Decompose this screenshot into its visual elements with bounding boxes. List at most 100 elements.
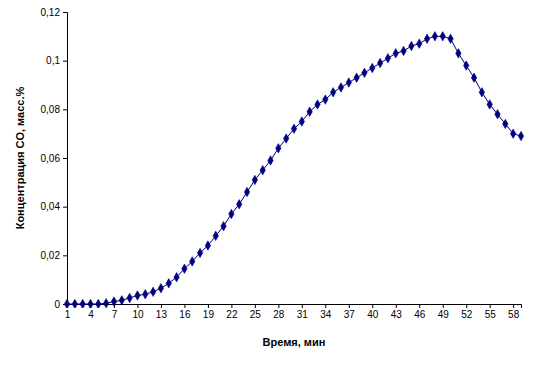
tick-label: 19 xyxy=(203,309,215,320)
tick-mark xyxy=(63,207,67,208)
tick-mark xyxy=(443,304,444,308)
data-point xyxy=(88,299,93,308)
tick-label: 40 xyxy=(367,309,379,320)
tick-label: 25 xyxy=(250,309,262,320)
x-tick: 43 xyxy=(391,304,403,320)
tick-mark xyxy=(231,304,232,308)
data-point xyxy=(127,293,132,302)
data-point xyxy=(72,299,77,308)
tick-mark xyxy=(63,61,67,62)
data-point xyxy=(385,53,390,62)
x-tick: 22 xyxy=(226,304,238,320)
tick-mark xyxy=(302,304,303,308)
data-point xyxy=(268,156,273,165)
tick-label: 0 xyxy=(54,299,60,310)
data-point xyxy=(377,58,382,67)
tick-mark xyxy=(208,304,209,308)
tick-label: 0,02 xyxy=(41,250,61,261)
y-tick: 0,04 xyxy=(41,201,67,212)
data-point xyxy=(479,88,484,97)
x-tick: 37 xyxy=(344,304,356,320)
tick-mark xyxy=(63,109,67,110)
tick-mark xyxy=(278,304,279,308)
x-tick: 10 xyxy=(132,304,144,320)
tick-label: 34 xyxy=(320,309,332,320)
data-point xyxy=(135,291,140,300)
y-tick: 0,06 xyxy=(41,153,67,164)
tick-label: 43 xyxy=(391,309,403,320)
x-tick: 55 xyxy=(485,304,497,320)
x-axis: 1471013161922252831343740434649525558 xyxy=(65,304,522,320)
x-tick: 25 xyxy=(250,304,262,320)
data-point xyxy=(315,100,320,109)
data-point xyxy=(276,144,281,153)
data-point xyxy=(221,221,226,230)
x-tick: 28 xyxy=(273,304,285,320)
tick-label: 4 xyxy=(88,309,94,320)
tick-label: 1 xyxy=(65,309,71,320)
tick-label: 0,04 xyxy=(41,201,61,212)
y-axis-title: Концентрация CO, масс.% xyxy=(14,86,26,229)
x-tick: 19 xyxy=(203,304,215,320)
tick-mark xyxy=(325,304,326,308)
data-point xyxy=(362,68,367,77)
data-point xyxy=(456,49,461,58)
y-axis: 0 0,02 0,04 0,06 0,08 0,1 0,12 xyxy=(41,7,68,310)
tick-label: 0,1 xyxy=(46,55,60,66)
tick-label: 0,12 xyxy=(41,7,61,18)
data-point xyxy=(432,32,437,41)
tick-mark xyxy=(63,158,67,159)
data-point xyxy=(252,175,257,184)
data-point xyxy=(495,109,500,118)
data-point xyxy=(291,124,296,133)
data-point xyxy=(197,248,202,257)
plot: 147101316192225283134374043464952555800,… xyxy=(41,7,524,320)
series xyxy=(64,32,523,308)
tick-label: 55 xyxy=(485,309,497,320)
data-point xyxy=(307,107,312,116)
data-point xyxy=(323,95,328,104)
tick-mark xyxy=(513,304,514,308)
axis-line xyxy=(68,305,522,309)
data-point xyxy=(190,257,195,266)
data-point xyxy=(299,117,304,126)
data-point xyxy=(463,61,468,70)
data-point xyxy=(283,134,288,143)
tick-mark xyxy=(396,304,397,308)
y-tick: 0,08 xyxy=(41,104,67,115)
tick-mark xyxy=(161,304,162,308)
x-tick: 46 xyxy=(414,304,426,320)
data-point xyxy=(96,299,101,308)
tick-label: 13 xyxy=(156,309,168,320)
data-point xyxy=(370,63,375,72)
data-point xyxy=(409,41,414,50)
data-point xyxy=(510,129,515,138)
data-point xyxy=(143,290,148,299)
data-point xyxy=(111,297,116,306)
y-tick: 0,1 xyxy=(46,55,67,66)
data-point xyxy=(260,165,265,174)
tick-label: 46 xyxy=(414,309,426,320)
data-point xyxy=(346,78,351,87)
tick-mark xyxy=(490,304,491,308)
y-tick: 0,12 xyxy=(41,7,67,18)
tick-mark xyxy=(419,304,420,308)
x-tick: 34 xyxy=(320,304,332,320)
data-point xyxy=(393,49,398,58)
data-point xyxy=(229,209,234,218)
data-point xyxy=(166,279,171,288)
tick-label: 0,08 xyxy=(41,104,61,115)
data-point xyxy=(487,100,492,109)
x-tick: 52 xyxy=(461,304,473,320)
tick-mark xyxy=(255,304,256,308)
data-point xyxy=(213,231,218,240)
tick-label: 28 xyxy=(273,309,285,320)
data-point xyxy=(205,241,210,250)
x-tick: 40 xyxy=(367,304,379,320)
tick-label: 10 xyxy=(132,309,144,320)
tick-label: 22 xyxy=(226,309,238,320)
data-point xyxy=(119,296,124,305)
tick-mark xyxy=(184,304,185,308)
data-point xyxy=(244,187,249,196)
tick-mark xyxy=(63,255,67,256)
